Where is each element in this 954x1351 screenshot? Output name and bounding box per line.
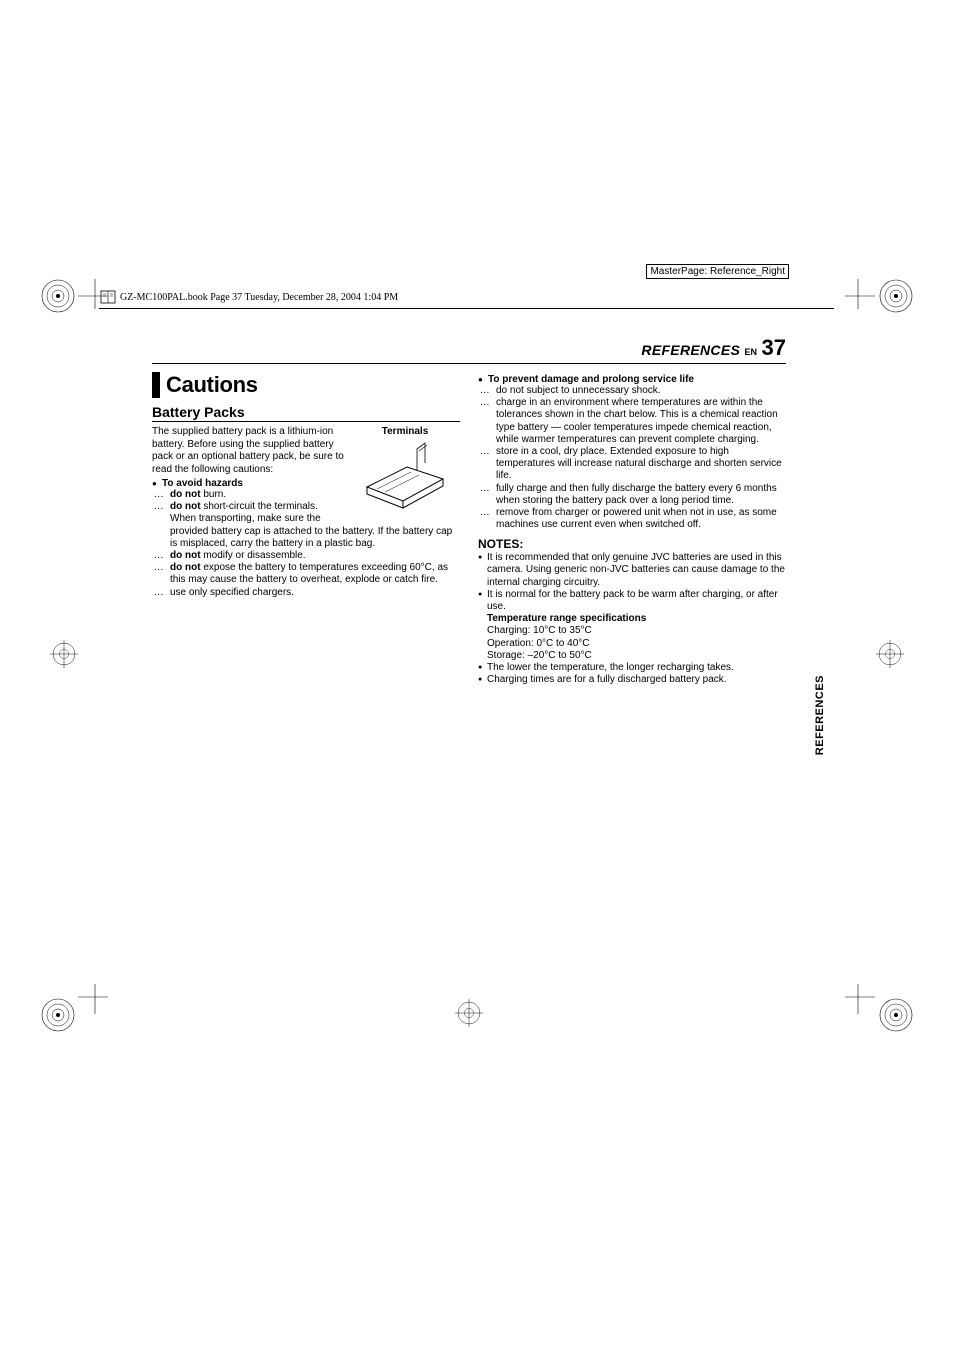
reg-target-tl	[40, 278, 76, 314]
book-header-rule	[99, 308, 834, 309]
running-head: REFERENCES EN 37	[152, 335, 786, 364]
prevent-item: do not subject to unnecessary shock.	[478, 385, 786, 397]
hazard-item: do not burn.	[152, 489, 460, 501]
hazard-item: do not expose the battery to temperature…	[152, 562, 460, 586]
note-item: Charging times are for a fully discharge…	[478, 674, 786, 686]
temp-spec-line: Operation: 0°C to 40°C	[478, 638, 786, 650]
reg-mark-right	[876, 640, 904, 668]
notes-heading: NOTES:	[478, 537, 786, 551]
right-column: To prevent damage and prolong service li…	[478, 372, 786, 686]
subsection-title: Battery Packs	[152, 404, 460, 422]
reg-target-tr	[878, 278, 914, 314]
side-tab: REFERENCES	[814, 675, 826, 755]
page-number: 37	[762, 335, 786, 360]
running-head-title: REFERENCES	[641, 342, 740, 358]
book-header: GZ-MC100PAL.book Page 37 Tuesday, Decemb…	[120, 292, 398, 303]
terminals-label: Terminals	[350, 426, 460, 437]
reg-target-bl	[40, 997, 76, 1033]
note-item: It is normal for the battery pack to be …	[478, 589, 786, 613]
book-icon	[98, 286, 120, 308]
left-column: Cautions Battery Packs Terminals The sup…	[152, 372, 460, 686]
note-item: The lower the temperature, the longer re…	[478, 662, 786, 674]
page-content: REFERENCES EN 37 Cautions Battery Packs …	[152, 335, 786, 1011]
temp-spec-line: Charging: 10°C to 35°C	[478, 625, 786, 637]
prevent-item: remove from charger or powered unit when…	[478, 507, 786, 531]
reg-target-br	[878, 997, 914, 1033]
note-item: It is recommended that only genuine JVC …	[478, 552, 786, 589]
prevent-heading: To prevent damage and prolong service li…	[478, 374, 786, 385]
hazards-heading: To avoid hazards	[152, 478, 460, 489]
hazard-item: use only specified chargers.	[152, 587, 460, 599]
masterpage-label: MasterPage: Reference_Right	[646, 264, 789, 279]
prevent-item: charge in an environment where temperatu…	[478, 397, 786, 446]
section-title: Cautions	[152, 372, 460, 398]
prevent-item: fully charge and then fully discharge th…	[478, 483, 786, 507]
temp-spec-line: Storage: –20°C to 50°C	[478, 650, 786, 662]
hazard-item: do not modify or disassemble.	[152, 550, 460, 562]
running-head-lang: EN	[745, 347, 758, 357]
temp-spec-heading: Temperature range specifications	[478, 613, 786, 625]
hazard-item: do not short-circuit the terminals. When…	[152, 501, 460, 550]
reg-mark-left	[50, 640, 78, 668]
prevent-item: store in a cool, dry place. Extended exp…	[478, 446, 786, 483]
